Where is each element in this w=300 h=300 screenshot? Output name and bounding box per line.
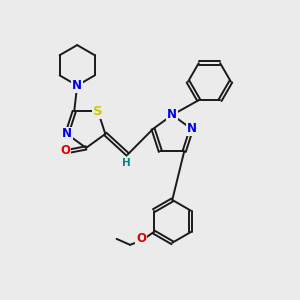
Text: N: N	[72, 79, 82, 92]
Text: O: O	[60, 144, 70, 157]
Text: N: N	[62, 128, 72, 140]
Text: O: O	[136, 232, 146, 245]
Text: N: N	[187, 122, 196, 135]
Text: S: S	[93, 105, 103, 118]
Text: H: H	[122, 158, 130, 168]
Text: N: N	[167, 108, 177, 122]
